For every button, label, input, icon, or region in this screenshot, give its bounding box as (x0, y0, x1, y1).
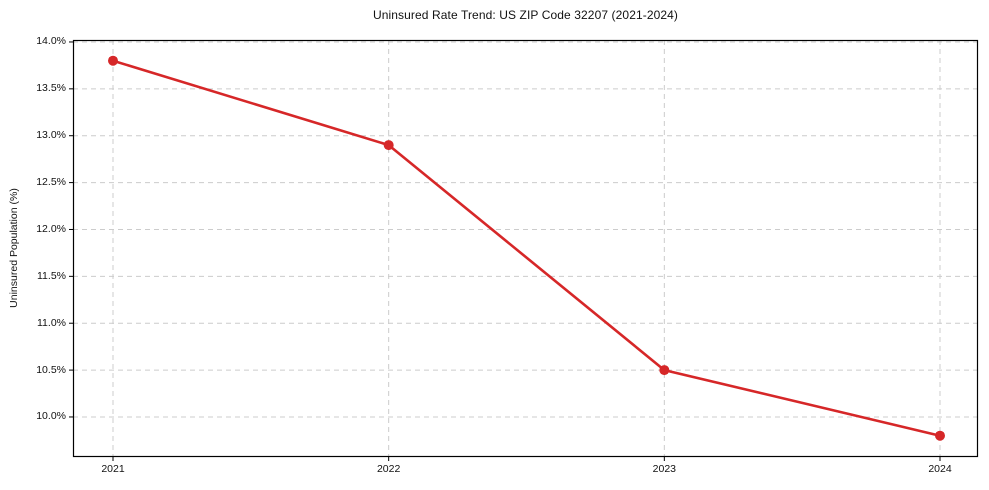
y-tick-label: 14.0% (36, 35, 66, 48)
y-tick-label: 10.5% (36, 363, 66, 376)
chart-title: Uninsured Rate Trend: US ZIP Code 32207 … (372, 8, 679, 22)
y-tick-label: 12.5% (36, 176, 66, 189)
x-tick-label: 2024 (928, 463, 952, 475)
y-tick-label: 13.0% (36, 129, 66, 142)
y-tick-label: 12.0% (36, 222, 66, 235)
trend-line (111, 59, 942, 438)
data-point-2023 (659, 365, 670, 376)
x-tick-label: 2021 (101, 463, 125, 475)
x-tick-label: 2023 (652, 463, 676, 475)
data-point-2022 (383, 140, 394, 151)
y-tick-label: 11.0% (37, 316, 66, 329)
y-axis-label: Uninsured Population (%) (8, 188, 20, 308)
line-chart-plot-area (69, 39, 979, 461)
plot-spines (72, 39, 979, 458)
data-point-2024 (935, 430, 945, 441)
x-tick-label: 2022 (376, 463, 401, 475)
y-tick-label: 13.5% (36, 82, 66, 95)
data-point-2021 (108, 55, 118, 66)
y-tick-label: 11.5% (37, 269, 66, 282)
y-tick-label: 10.0% (36, 410, 66, 423)
